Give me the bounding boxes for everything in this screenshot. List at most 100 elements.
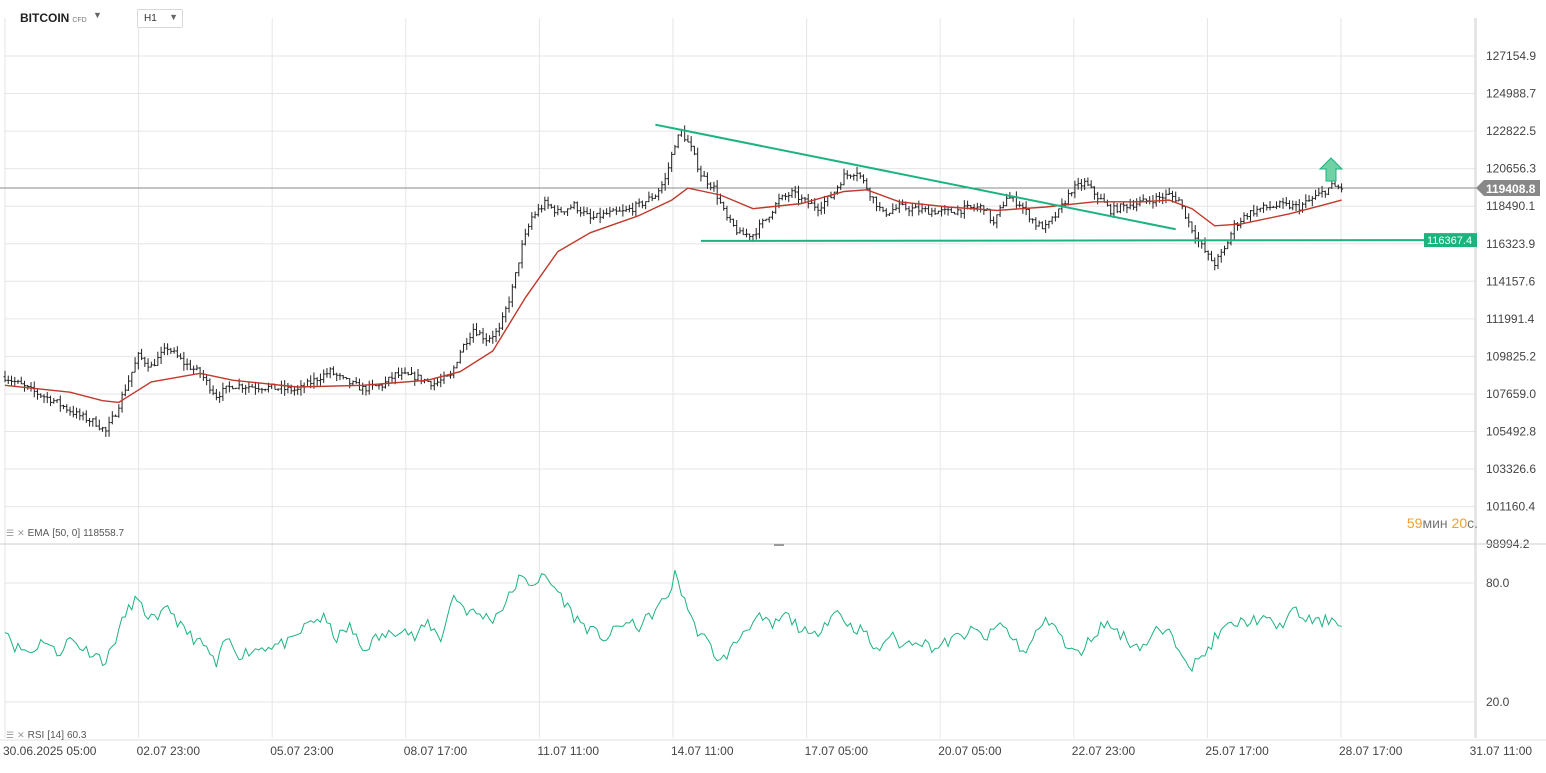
ohlc-bar	[631, 202, 635, 216]
ohlc-bar	[1252, 204, 1256, 217]
ohlc-bar	[998, 204, 1002, 217]
ohlc-bar	[276, 388, 280, 391]
ohlc-bar	[1135, 198, 1139, 212]
ohlc-bar	[608, 206, 612, 218]
ohlc-bar	[475, 322, 479, 337]
ohlc-bar	[250, 383, 254, 388]
candle-countdown: 59мин 20с.	[1407, 515, 1478, 531]
ohlc-bar	[257, 382, 261, 393]
ohlc-bar	[676, 134, 680, 149]
support-level-line[interactable]	[700, 239, 1425, 242]
descending-trendline[interactable]	[655, 123, 1176, 231]
ohlc-bar	[29, 382, 33, 392]
x-tick-label: 08.07 17:00	[404, 744, 468, 758]
ohlc-bar	[1317, 187, 1321, 197]
ohlc-bar	[501, 312, 505, 330]
ohlc-bar	[712, 181, 716, 192]
settings-icon[interactable]: ☰	[6, 528, 15, 538]
ohlc-bar	[1053, 211, 1057, 222]
ohlc-bar	[491, 330, 495, 344]
ohlc-bar	[338, 373, 342, 381]
ohlc-bar	[52, 397, 56, 404]
ohlc-bar	[1034, 217, 1038, 230]
ohlc-bar	[462, 343, 466, 353]
ohlc-bar	[403, 367, 407, 375]
ohlc-bar	[875, 196, 879, 212]
chevron-down-icon[interactable]: ▼	[93, 10, 102, 20]
x-tick-label: 28.07 17:00	[1339, 744, 1403, 758]
ohlc-bar	[341, 374, 345, 380]
rsi-name: RSI	[27, 730, 45, 741]
ohlc-bar	[442, 371, 446, 384]
ohlc-bar	[657, 187, 661, 201]
ohlc-bar	[458, 349, 462, 364]
ohlc-bar	[660, 181, 664, 194]
ohlc-bar	[790, 188, 794, 198]
ohlc-bar	[787, 192, 791, 203]
ohlc-bar	[416, 368, 420, 382]
ohlc-bar	[1047, 220, 1051, 229]
ohlc-bar	[315, 377, 319, 386]
ohlc-bar	[292, 386, 296, 396]
ohlc-bar	[988, 208, 992, 224]
close-icon[interactable]: ✕	[17, 528, 25, 538]
ohlc-bar	[1167, 187, 1171, 195]
ohlc-bar	[299, 380, 303, 396]
ohlc-bar	[930, 207, 934, 217]
ohlc-bar	[172, 347, 176, 354]
ohlc-bar	[231, 385, 235, 390]
ohlc-bar	[686, 134, 690, 143]
ohlc-bar	[614, 206, 618, 216]
ohlc-bar	[1187, 213, 1191, 228]
ohlc-bar	[725, 205, 729, 221]
ohlc-bar	[1216, 253, 1220, 270]
ohlc-bar	[1336, 184, 1340, 190]
ohlc-bar	[823, 195, 827, 214]
x-tick-label: 31.07 11:00	[1470, 744, 1533, 758]
close-icon[interactable]: ✕	[17, 730, 25, 740]
ohlc-bar	[605, 208, 609, 215]
settings-icon[interactable]: ☰	[6, 730, 15, 740]
ohlc-bar	[640, 200, 644, 209]
ohlc-bar	[227, 381, 231, 393]
ohlc-bar	[328, 367, 332, 379]
ohlc-bar	[1262, 202, 1266, 213]
ohlc-bar	[579, 206, 583, 217]
ohlc-bar	[302, 382, 306, 394]
ohlc-bar	[972, 204, 976, 212]
ohlc-bar	[1304, 194, 1308, 209]
ohlc-bar	[133, 357, 137, 373]
ohlc-bar	[130, 371, 134, 388]
ohlc-bar	[705, 172, 709, 189]
ohlc-bar	[146, 358, 150, 372]
ohlc-bar	[344, 376, 348, 380]
ohlc-bar	[240, 383, 244, 393]
ohlc-bar	[832, 191, 836, 200]
ohlc-bar	[761, 218, 765, 229]
ohlc-bar	[1118, 203, 1122, 214]
ohlc-bar	[1249, 209, 1253, 222]
ohlc-bar	[159, 346, 163, 365]
ohlc-bar	[36, 389, 40, 400]
ohlc-bar	[624, 205, 628, 213]
ohlc-bar	[507, 296, 511, 313]
ohlc-bar	[39, 393, 43, 398]
ohlc-bar	[419, 374, 423, 385]
level-price-badge: 116367.4	[1424, 233, 1477, 248]
ohlc-bar	[715, 180, 719, 205]
ohlc-bar	[471, 323, 475, 343]
ohlc-bar	[582, 206, 586, 217]
timeframe-selector[interactable]: H1 ▼	[137, 9, 183, 28]
ohlc-bar	[286, 382, 290, 394]
timeframe-label: H1	[144, 13, 157, 24]
ohlc-bar	[845, 170, 849, 180]
ohlc-bar	[1307, 195, 1311, 203]
ohlc-bar	[562, 211, 566, 215]
symbol-selector[interactable]: BITCOIN CFD	[20, 11, 87, 25]
up-arrow-icon[interactable]	[1318, 157, 1344, 182]
ohlc-bar	[185, 358, 189, 371]
ohlc-bar	[783, 193, 787, 201]
ohlc-bar	[891, 203, 895, 215]
